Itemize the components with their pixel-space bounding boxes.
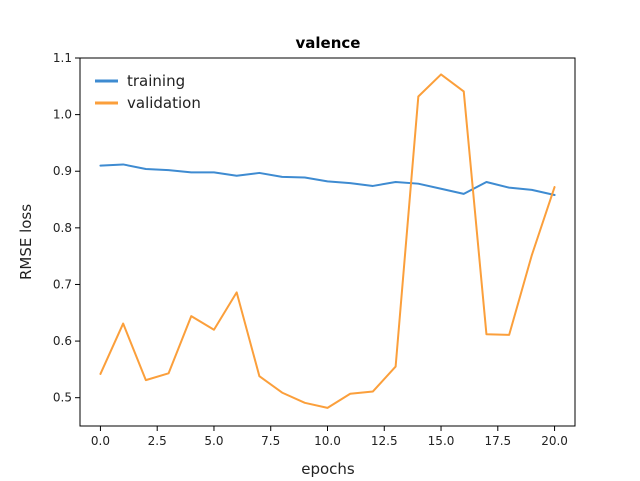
x-tick-label: 15.0	[428, 434, 455, 448]
series-line-validation	[99, 73, 556, 409]
y-tick-label: 0.6	[53, 334, 72, 348]
x-tick-label: 0.0	[91, 434, 110, 448]
y-tick-label: 0.8	[53, 221, 72, 235]
x-tick-label: 10.0	[314, 434, 341, 448]
y-tick-label: 1.0	[53, 108, 72, 122]
x-tick-label: 20.0	[541, 434, 568, 448]
x-tick-label: 5.0	[204, 434, 223, 448]
plot-area	[79, 57, 576, 427]
x-tick-label: 17.5	[484, 434, 511, 448]
y-axis: 0.5 0.6 0.7 0.8 0.9 1.0 1.1	[53, 51, 80, 405]
y-axis-label: RMSE loss	[17, 204, 35, 280]
chart-title: valence	[296, 34, 361, 52]
x-tick-label: 2.5	[148, 434, 167, 448]
series-line-training	[99, 163, 556, 197]
legend-label-training: training	[127, 72, 185, 90]
x-tick-label: 7.5	[261, 434, 280, 448]
x-axis-label: epochs	[301, 460, 355, 478]
y-tick-label: 0.7	[53, 277, 72, 291]
legend-label-validation: validation	[127, 94, 201, 112]
series-layer	[99, 73, 556, 409]
y-tick-label: 1.1	[53, 51, 72, 65]
x-axis: 0.0 2.5 5.0 7.5 10.0 12.5 15.0 17.5 20.0	[91, 426, 568, 448]
x-tick-label: 12.5	[371, 434, 398, 448]
y-tick-label: 0.5	[53, 391, 72, 405]
legend: training validation	[95, 72, 201, 112]
y-tick-label: 0.9	[53, 164, 72, 178]
